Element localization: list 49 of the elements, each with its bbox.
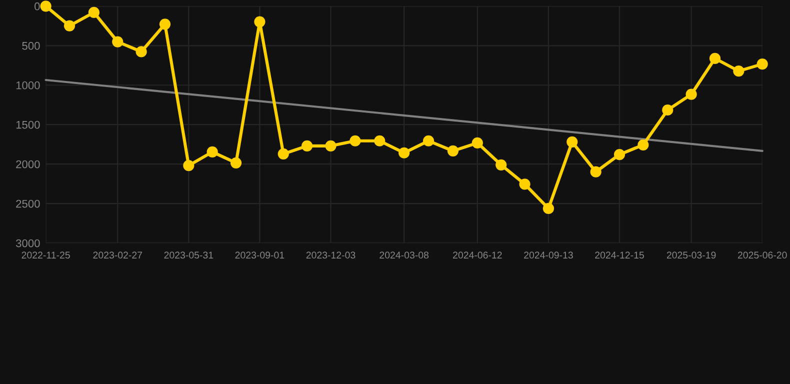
point	[278, 148, 289, 160]
point	[472, 137, 483, 148]
point	[230, 157, 242, 168]
point	[733, 66, 744, 77]
x-tick-label: 2025-06-20	[738, 252, 787, 259]
x-tick-label: 2023-09-01	[235, 252, 284, 259]
x-tick-label: 2024-03-08	[380, 252, 429, 259]
x-tick-label: 2022-11-25	[22, 252, 70, 259]
point	[496, 159, 507, 170]
point	[638, 139, 649, 150]
point	[756, 58, 768, 70]
point	[374, 135, 386, 146]
x-tick-label: 2024-09-13	[524, 252, 573, 259]
point	[542, 202, 554, 214]
point	[566, 136, 578, 148]
point	[447, 145, 459, 156]
y-tick-label: 3000	[16, 239, 40, 248]
point	[709, 52, 721, 64]
y-tick-label: 2000	[16, 160, 40, 168]
y-tick-label: 1500	[16, 120, 40, 129]
point	[325, 140, 336, 152]
point	[398, 147, 410, 158]
y-tick-label: 2500	[16, 200, 40, 208]
x-tick-label: 2023-12-03	[306, 252, 356, 259]
y-tick-label: 500	[22, 42, 40, 50]
point	[136, 46, 147, 58]
point	[254, 16, 266, 28]
x-tick-label: 2023-05-31	[164, 252, 214, 259]
point	[183, 160, 194, 172]
point	[40, 0, 52, 12]
point	[88, 6, 100, 18]
x-tick-label: 2024-12-15	[595, 252, 644, 259]
point	[519, 178, 530, 190]
point	[422, 135, 434, 146]
point	[590, 166, 602, 178]
x-tick-label: 2024-06-12	[453, 252, 502, 259]
point	[64, 20, 76, 32]
y-tick-label: 1000	[16, 81, 40, 90]
x-tick-label: 2023-02-27	[93, 252, 142, 259]
point	[350, 135, 361, 146]
point	[686, 88, 697, 100]
point	[112, 36, 124, 48]
point	[206, 146, 218, 158]
point	[662, 104, 674, 116]
y-tick-label: 0	[34, 2, 40, 10]
point	[302, 140, 313, 152]
point	[159, 18, 171, 30]
x-tick-label: 2025-03-19	[666, 252, 716, 259]
point	[614, 148, 626, 160]
